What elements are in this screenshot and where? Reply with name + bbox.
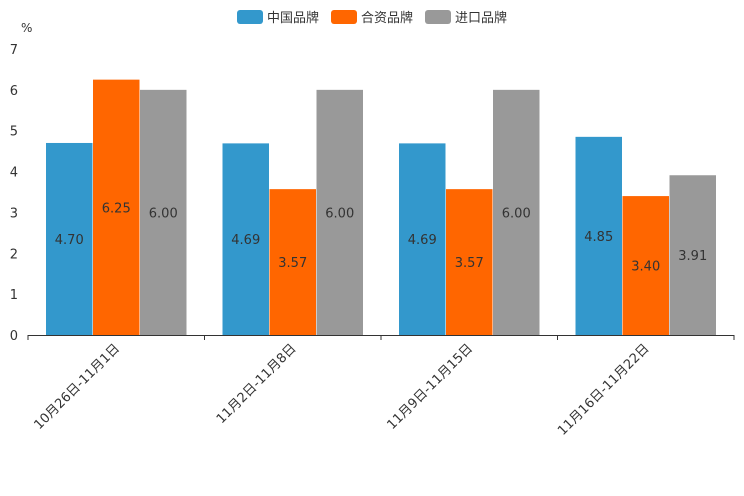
bar: [46, 142, 93, 335]
legend-swatch-joint-venture-brand: [330, 9, 357, 24]
bar-value-label: 3.91: [678, 249, 707, 264]
x-category-label: 11月9日-11月15日: [384, 341, 476, 433]
y-tick-label: 4: [10, 166, 18, 181]
legend-label-import-brand: 进口品牌: [455, 11, 508, 26]
bar-value-label: 4.85: [584, 230, 613, 245]
bar: [269, 189, 316, 335]
bar: [493, 89, 540, 335]
y-tick-label: 5: [10, 125, 18, 140]
legend-swatch-china-brand: [236, 9, 263, 24]
bar: [140, 89, 187, 335]
bar-value-label: 6.25: [102, 201, 131, 216]
legend-item-joint-venture-brand[interactable]: 合资品牌: [330, 7, 413, 26]
bar: [575, 136, 622, 335]
legend: 中国品牌 合资品牌 进口品牌: [0, 7, 744, 26]
y-tick-label: 3: [10, 206, 18, 221]
x-category-label: 10月26日-11月1日: [31, 341, 123, 433]
bar: [399, 143, 446, 335]
y-tick-label: 0: [10, 329, 18, 344]
y-axis-unit: %: [21, 21, 33, 35]
bar: [222, 143, 269, 335]
bar-value-label: 4.70: [55, 233, 84, 248]
y-tick-label: 2: [10, 247, 18, 262]
legend-item-import-brand[interactable]: 进口品牌: [425, 7, 507, 26]
y-tick-label: 6: [10, 84, 18, 99]
legend-label-china-brand: 中国品牌: [266, 11, 319, 26]
y-tick-label: 7: [10, 43, 18, 58]
bar-value-label: 3.57: [455, 256, 484, 271]
bar: [669, 175, 716, 335]
bar-value-label: 3.40: [631, 260, 660, 275]
x-category-label: 11月2日-11月8日: [214, 341, 300, 427]
bar-value-label: 3.57: [278, 256, 307, 271]
bar-value-label: 6.00: [325, 206, 354, 221]
legend-swatch-import-brand: [425, 9, 451, 24]
y-tick-label: 1: [10, 288, 18, 303]
bar: [316, 89, 363, 335]
bar-value-label: 6.00: [149, 206, 178, 221]
bar: [93, 79, 140, 336]
legend-item-china-brand[interactable]: 中国品牌: [236, 7, 319, 26]
bar-value-label: 4.69: [408, 233, 437, 248]
bar: [446, 189, 493, 335]
bar-value-label: 4.69: [231, 233, 260, 248]
bar-value-label: 6.00: [502, 206, 531, 221]
x-category-label: 11月16日-11月22日: [555, 341, 652, 438]
legend-label-joint-venture-brand: 合资品牌: [360, 11, 413, 26]
bar: [622, 196, 669, 335]
